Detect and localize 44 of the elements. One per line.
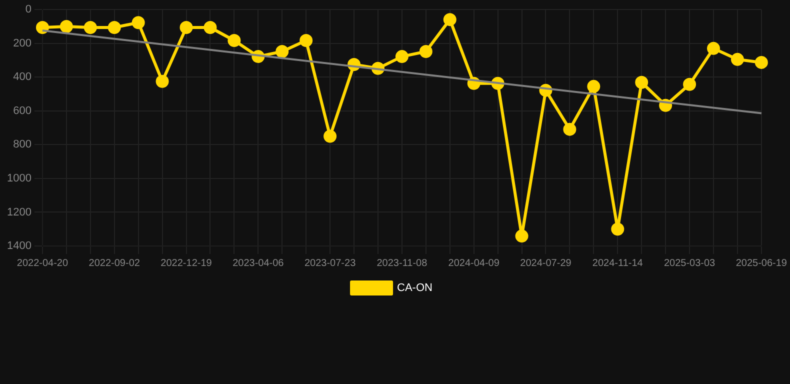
x-tick-label: 2024-11-14 bbox=[592, 258, 644, 269]
point bbox=[635, 76, 648, 89]
x-tick-label: 2022-12-19 bbox=[160, 258, 212, 269]
point bbox=[276, 44, 289, 58]
x-tick-label: 2025-03-03 bbox=[664, 258, 716, 269]
point bbox=[132, 16, 145, 30]
point bbox=[443, 13, 456, 26]
x-tick-label: 2023-04-06 bbox=[232, 258, 284, 269]
point bbox=[60, 20, 73, 33]
y-tick-label: 400 bbox=[13, 71, 32, 84]
point bbox=[419, 44, 432, 58]
point bbox=[730, 52, 744, 66]
point bbox=[180, 21, 193, 34]
x-tick-label: 2022-09-02 bbox=[88, 258, 140, 269]
y-tick-label: 1000 bbox=[6, 172, 32, 184]
y-tick-label: 0 bbox=[25, 4, 32, 16]
point bbox=[84, 21, 97, 34]
y-tick-label: 1400 bbox=[6, 240, 32, 252]
point bbox=[300, 34, 313, 47]
point bbox=[156, 74, 169, 88]
point bbox=[36, 21, 49, 34]
point bbox=[108, 21, 121, 34]
point bbox=[706, 42, 720, 55]
y-tick-label: 800 bbox=[13, 138, 32, 151]
y-tick-label: 600 bbox=[13, 104, 32, 117]
x-tick-label: 2023-11-08 bbox=[376, 258, 428, 269]
point bbox=[228, 34, 241, 47]
point bbox=[611, 222, 624, 236]
point bbox=[683, 78, 696, 91]
point bbox=[324, 130, 337, 143]
y-tick-label: 200 bbox=[13, 37, 32, 50]
y-tick-label: 1200 bbox=[6, 206, 32, 218]
point bbox=[395, 50, 408, 64]
point bbox=[587, 80, 600, 93]
point bbox=[515, 230, 528, 243]
x-tick-label: 2023-07-23 bbox=[304, 258, 356, 269]
x-tick-label: 2024-07-29 bbox=[520, 258, 572, 269]
x-tick-label: 2025-06-19 bbox=[736, 258, 788, 269]
point bbox=[754, 56, 768, 69]
point bbox=[563, 122, 576, 136]
x-tick-label: 2024-04-09 bbox=[448, 258, 500, 269]
x-tick-label: 2022-04-20 bbox=[16, 258, 68, 269]
legend-label: CA-ON bbox=[397, 282, 433, 294]
point bbox=[204, 21, 217, 34]
